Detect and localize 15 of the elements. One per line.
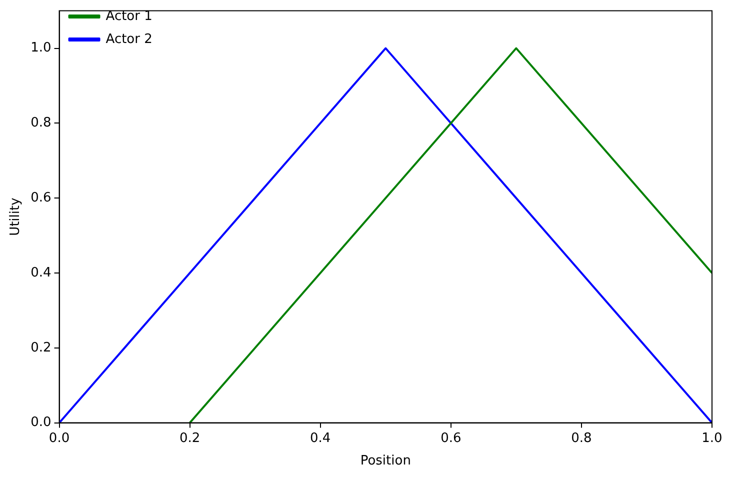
x-tick-label: 1.0 [702,430,722,446]
y-tick-label: 1.0 [30,40,52,56]
y-tick-label: 0.2 [30,340,52,356]
x-tick-label: 0.0 [48,430,70,446]
x-axis-title: Position [360,454,411,469]
legend-label: Actor 2 [106,32,152,47]
y-tick-label: 0.6 [30,190,52,206]
y-tick-label: 0.4 [30,265,52,280]
y-axis-title: Utility [8,197,24,236]
x-tick-label: 0.8 [571,430,592,446]
x-tick-label: 0.6 [440,430,462,446]
x-tick-label: 0.2 [179,430,200,446]
y-tick-label: 0.8 [30,116,52,131]
y-tick-label: 0.0 [30,415,52,430]
x-tick-label: 0.4 [310,430,331,446]
